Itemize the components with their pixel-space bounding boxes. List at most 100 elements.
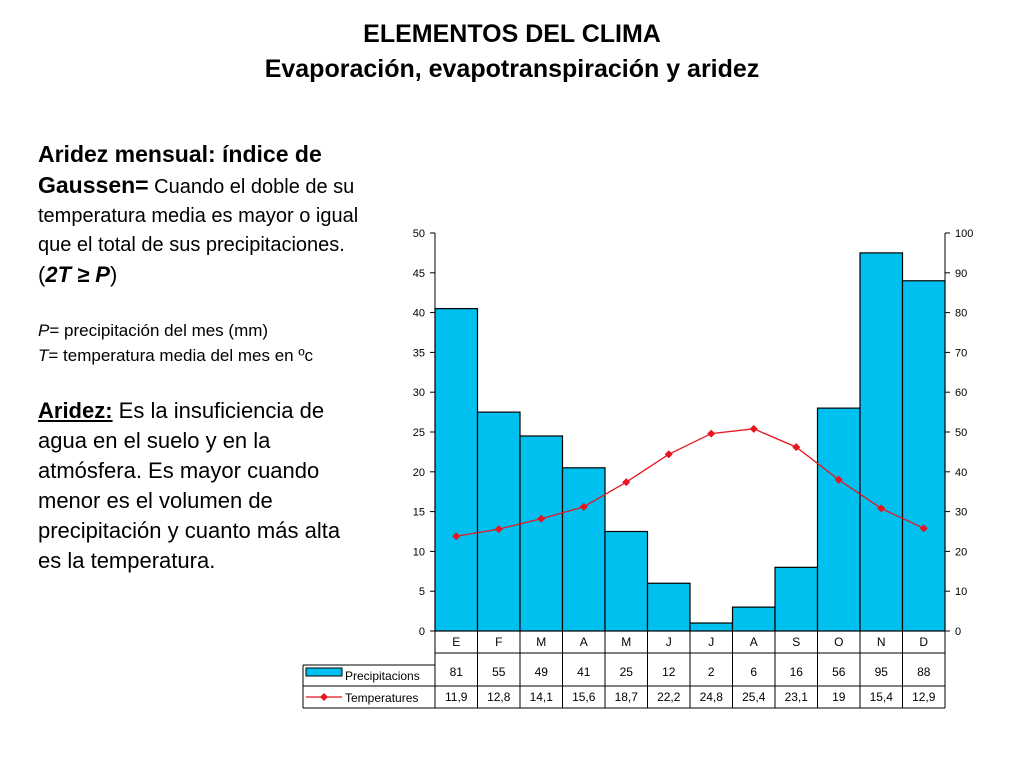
temp-legend-key: [320, 693, 328, 701]
right-tick-label: 90: [955, 268, 967, 280]
temperature-point: [919, 524, 928, 533]
precip-value: 88: [917, 665, 931, 679]
left-tick-label: 10: [413, 546, 425, 558]
gaussen-text-1: Cuando el doble de su: [148, 176, 355, 198]
precip-value: 55: [492, 665, 506, 679]
gaussen-text-3: que el total de sus precipitaciones.: [38, 234, 345, 256]
category-label: M: [621, 635, 631, 649]
aridez-term: Aridez:: [38, 398, 113, 423]
right-tick-label: 50: [955, 427, 967, 439]
right-tick-label: 20: [955, 546, 967, 558]
right-tick-label: 30: [955, 507, 967, 519]
gaussen-eq: =: [135, 172, 149, 198]
left-tick-label: 30: [413, 387, 425, 399]
precip-bar: [816, 407, 861, 632]
aridez-line-2: agua en el suelo y en la: [38, 428, 271, 453]
precip-value: 16: [790, 665, 804, 679]
p-symbol: P: [38, 321, 50, 340]
right-tick-label: 70: [955, 347, 967, 359]
left-tick-label: 0: [419, 626, 425, 638]
formula-paren-close: ): [109, 262, 118, 287]
gaussen-formula: 2T ≥ P: [45, 262, 110, 287]
gaussen-heading-2: Gaussen: [38, 172, 136, 198]
aridez-line-3: atmósfera. Es mayor cuando: [38, 458, 320, 483]
category-label: J: [708, 635, 714, 649]
precip-bar: [519, 435, 564, 632]
category-label: A: [750, 635, 758, 649]
temp-value: 12,8: [487, 690, 511, 704]
right-tick-label: 100: [955, 228, 973, 240]
precip-value: 12: [662, 665, 676, 679]
left-tick-label: 20: [413, 467, 425, 479]
precip-value: 95: [875, 665, 889, 679]
precip-legend-label: Precipitacions: [345, 669, 420, 683]
temp-value: 12,9: [912, 690, 936, 704]
precip-value: 81: [450, 665, 464, 679]
right-tick-label: 60: [955, 387, 967, 399]
formula-paren-open: (: [38, 262, 46, 287]
aridez-line-4: menor es el volumen de: [38, 488, 273, 513]
category-label: M: [536, 635, 546, 649]
t-symbol: T: [38, 346, 49, 365]
category-label: A: [580, 635, 588, 649]
temp-value: 14,1: [530, 690, 554, 704]
left-tick-label: 45: [413, 268, 425, 280]
precip-bar: [731, 606, 776, 632]
left-tick-label: 40: [413, 308, 425, 320]
precip-bar: [561, 467, 606, 632]
left-tick-label: 35: [413, 347, 425, 359]
temperature-point: [452, 532, 461, 541]
temp-value: 23,1: [785, 690, 809, 704]
category-label: N: [877, 635, 886, 649]
temp-value: 22,2: [657, 690, 681, 704]
left-tick-label: 25: [413, 427, 425, 439]
category-label: D: [919, 635, 928, 649]
precip-bar: [646, 582, 691, 632]
left-tick-label: 15: [413, 507, 425, 519]
temp-value: 19: [832, 690, 846, 704]
temperature-point: [834, 475, 843, 484]
right-tick-label: 40: [955, 467, 967, 479]
right-tick-label: 0: [955, 626, 961, 638]
p-definition: = precipitación del mes (mm): [49, 321, 269, 340]
aridez-line-6: es la temperatura.: [38, 548, 216, 573]
temp-value: 11,9: [445, 690, 468, 704]
precip-bar: [859, 252, 904, 632]
precip-value: 2: [708, 665, 715, 679]
gaussen-heading-1: Aridez mensual: índice de: [38, 141, 322, 167]
precip-bar: [774, 566, 819, 632]
precip-bar: [689, 622, 734, 632]
gaussen-definition: Aridez mensual: índice de Gaussen= Cuand…: [38, 140, 408, 289]
category-label: E: [452, 635, 460, 649]
precip-bar: [604, 530, 649, 632]
precip-bar: [434, 308, 479, 632]
precip-bar: [901, 280, 946, 632]
temperature-point: [749, 424, 758, 433]
temp-value: 24,8: [700, 690, 724, 704]
precip-value: 49: [535, 665, 549, 679]
aridez-line-1: Es la insuficiencia de: [112, 398, 325, 423]
aridez-definition: Aridez: Es la insuficiencia de agua en e…: [38, 396, 408, 576]
temperature-point: [792, 443, 801, 452]
variable-definitions: P= precipitación del mes (mm) T= tempera…: [38, 318, 408, 368]
precip-value: 41: [577, 665, 591, 679]
temp-legend-label: Temperatures: [345, 691, 418, 705]
category-label: O: [834, 635, 843, 649]
temperature-point: [537, 514, 546, 523]
right-tick-label: 10: [955, 586, 967, 598]
temperature-point: [707, 429, 716, 438]
temp-value: 18,7: [615, 690, 639, 704]
page-title: ELEMENTOS DEL CLIMA: [363, 20, 661, 48]
aridez-line-5: precipitación y cuanto más alta: [38, 518, 341, 543]
temperature-point: [579, 502, 588, 511]
temperature-point: [877, 504, 886, 513]
temperature-point: [494, 525, 503, 534]
category-label: J: [666, 635, 672, 649]
precip-value: 6: [750, 665, 757, 679]
temperature-line: [456, 428, 925, 537]
temperature-point: [664, 450, 673, 459]
precip-legend-key: [305, 667, 343, 677]
category-label: F: [495, 635, 502, 649]
page-subtitle: Evaporación, evapotranspiración y aridez: [264, 55, 760, 83]
